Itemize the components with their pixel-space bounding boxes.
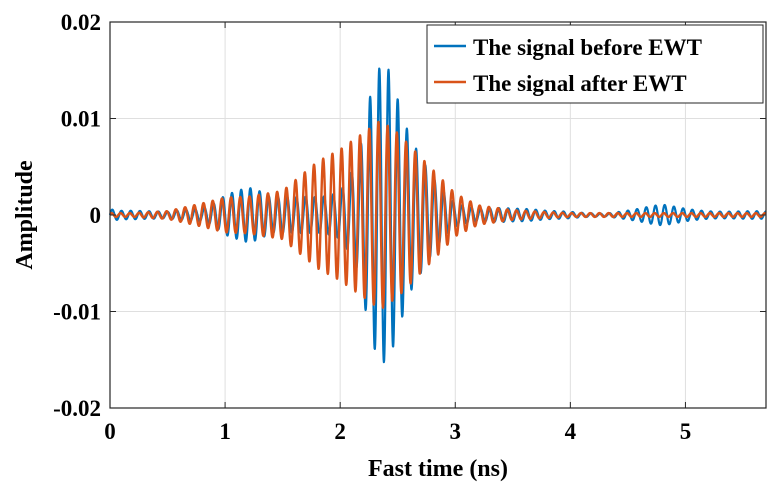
y-tick-label: 0.02 (61, 10, 101, 35)
legend: The signal before EWT The signal after E… (426, 24, 764, 104)
y-tick-label: -0.01 (53, 300, 101, 325)
y-axis: -0.02 -0.01 0 0.01 0.02 (53, 10, 766, 421)
legend-label-after: The signal after EWT (473, 71, 687, 96)
y-tick-label: 0.01 (61, 107, 101, 132)
legend-label-before: The signal before EWT (473, 35, 702, 60)
series-line-after-ewt (109, 120, 767, 309)
y-axis-label: Amplitude (12, 160, 38, 270)
legend-box (426, 24, 764, 104)
x-tick-label: 5 (680, 419, 692, 444)
x-tick-label: 4 (565, 419, 577, 444)
x-tick-label: 3 (450, 419, 462, 444)
x-axis-label: Fast time (ns) (368, 456, 508, 482)
x-tick-label: 0 (104, 419, 116, 444)
y-tick-label: -0.02 (53, 396, 101, 421)
y-tick-label: 0 (90, 203, 102, 228)
series-layer (108, 67, 767, 364)
x-tick-label: 1 (219, 419, 231, 444)
x-tick-label: 2 (334, 419, 346, 444)
